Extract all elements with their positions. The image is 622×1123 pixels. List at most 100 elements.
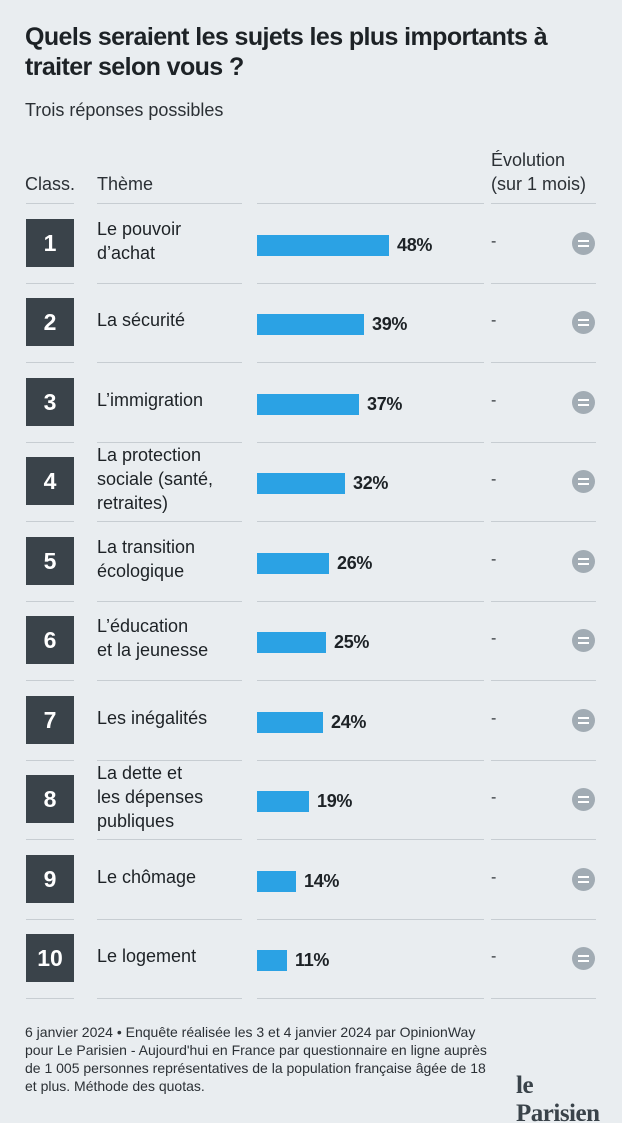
theme-label-line: sociale (santé,: [97, 469, 214, 489]
value-label: 19%: [317, 791, 353, 811]
row-separator-rank: [26, 919, 74, 920]
evolution-value: -: [491, 551, 497, 568]
row-separator-theme: [97, 839, 242, 840]
row-separator-evolution: [491, 601, 596, 602]
theme-label-line: d’achat: [97, 243, 156, 263]
value-label: 25%: [334, 632, 370, 652]
equal-icon: [572, 470, 595, 493]
row-separator-rank: [26, 998, 74, 999]
value-bar: [257, 553, 329, 574]
theme-label: La dette et les dépenses publiques: [97, 761, 247, 833]
row-separator-bar: [257, 760, 484, 761]
row-separator-rank: [26, 680, 74, 681]
row-separator-theme: [97, 283, 242, 284]
row-separator-bar: [257, 680, 484, 681]
evolution-value: -: [491, 789, 497, 806]
evolution-value: -: [491, 630, 497, 647]
theme-label: Les inégalités: [97, 706, 247, 730]
row-separator-evolution: [491, 362, 596, 363]
rank-box: 1: [26, 219, 74, 267]
rank-box: 2: [26, 298, 74, 346]
value-label: 26%: [337, 553, 373, 573]
row-separator-bar: [257, 998, 484, 999]
evolution-value: -: [491, 471, 497, 488]
theme-label-line: L’éducation: [97, 616, 189, 636]
rank-box: 6: [26, 616, 74, 664]
row-separator-theme: [97, 998, 242, 999]
equal-icon: [572, 232, 595, 255]
row-separator-evolution: [491, 998, 596, 999]
row-separator-rank: [26, 362, 74, 363]
theme-label-line: les dépenses: [97, 787, 204, 807]
theme-label-line: et la jeunesse: [97, 640, 209, 660]
row-separator-theme: [97, 203, 242, 204]
row-separator-bar: [257, 839, 484, 840]
row-separator-theme: [97, 442, 242, 443]
evolution-value: -: [491, 948, 497, 965]
equal-icon: [572, 947, 595, 970]
chart-title: Quels seraient les sujets les plus impor…: [25, 23, 548, 81]
row-separator-rank: [26, 760, 74, 761]
row-separator-rank: [26, 839, 74, 840]
row-separator-evolution: [491, 919, 596, 920]
theme-label: L’éducation et la jeunesse: [97, 614, 247, 662]
theme-label: Le pouvoir d’achat: [97, 217, 247, 265]
theme-label-line: Le pouvoir: [97, 219, 182, 239]
rank-box: 4: [26, 457, 74, 505]
header-evolution: Évolution (sur 1 mois): [491, 148, 586, 196]
evolution-value: -: [491, 392, 497, 409]
theme-label-line: L’immigration: [97, 390, 204, 410]
theme-label-line: publiques: [97, 811, 175, 831]
row-separator-rank: [26, 283, 74, 284]
value-bar: [257, 712, 323, 733]
equal-icon: [572, 391, 595, 414]
row-separator-rank: [26, 203, 74, 204]
row-separator-evolution: [491, 760, 596, 761]
row-separator-evolution: [491, 283, 596, 284]
value-label: 32%: [353, 473, 389, 493]
header-evolution-line1: Évolution: [491, 150, 566, 170]
theme-label-line: Le logement: [97, 946, 197, 966]
row-separator-evolution: [491, 680, 596, 681]
value-bar: [257, 314, 364, 335]
chart-subtitle: Trois réponses possibles: [25, 100, 224, 120]
equal-icon: [572, 788, 595, 811]
theme-label-line: Le chômage: [97, 867, 197, 887]
evolution-value: -: [491, 312, 497, 329]
row-separator-theme: [97, 680, 242, 681]
rank-box: 10: [26, 934, 74, 982]
row-separator-bar: [257, 283, 484, 284]
equal-icon: [572, 311, 595, 334]
rank-box: 3: [26, 378, 74, 426]
theme-label-line: La dette et: [97, 763, 183, 783]
equal-icon: [572, 629, 595, 652]
value-label: 14%: [304, 871, 340, 891]
row-separator-evolution: [491, 442, 596, 443]
rank-box: 8: [26, 775, 74, 823]
value-label: 37%: [367, 394, 403, 414]
rank-box: 9: [26, 855, 74, 903]
row-separator-rank: [26, 521, 74, 522]
equal-icon: [572, 709, 595, 732]
row-separator-theme: [97, 760, 242, 761]
header-rank: Class.: [25, 174, 76, 194]
theme-label-line: retraites): [97, 493, 169, 513]
row-separator-rank: [26, 601, 74, 602]
theme-label-line: La sécurité: [97, 310, 186, 330]
theme-label: La transition écologique: [97, 535, 247, 583]
footnote: 6 janvier 2024 • Enquête réalisée les 3 …: [25, 1024, 487, 1094]
value-bar: [257, 235, 389, 256]
theme-label: La protection sociale (santé, retraites): [97, 443, 247, 515]
row-separator-theme: [97, 601, 242, 602]
header-theme: Thème: [97, 174, 154, 194]
row-separator-theme: [97, 919, 242, 920]
row-separator-bar: [257, 601, 484, 602]
row-separator-evolution: [491, 203, 596, 204]
value-bar: [257, 394, 359, 415]
equal-icon: [572, 550, 595, 573]
row-separator-bar: [257, 919, 484, 920]
value-bar: [257, 871, 296, 892]
theme-label-line: Les inégalités: [97, 708, 208, 728]
value-label: 48%: [397, 235, 433, 255]
row-separator-theme: [97, 362, 242, 363]
